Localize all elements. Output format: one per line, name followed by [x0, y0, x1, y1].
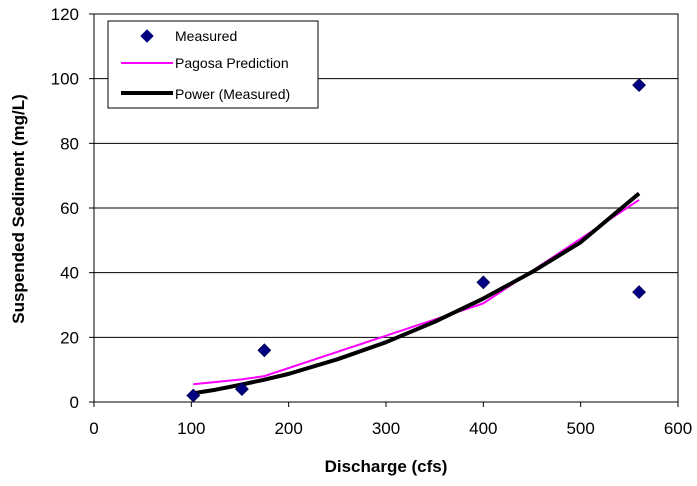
y-tick-label: 40 [60, 264, 79, 283]
x-axis-title: Discharge (cfs) [325, 457, 448, 476]
legend-measured-label: Measured [175, 28, 237, 44]
series-line-pagosa-prediction [193, 199, 640, 386]
legend-measured-marker [140, 29, 154, 43]
series-points [186, 78, 646, 403]
y-tick-label: 100 [51, 70, 79, 89]
y-tick-label: 120 [51, 5, 79, 24]
x-tick-label: 0 [89, 419, 98, 438]
data-point [235, 382, 249, 396]
y-tick-label: 60 [60, 199, 79, 218]
series-line-power-measured [192, 191, 641, 396]
legend: Measured Pagosa Prediction Power (Measur… [107, 20, 319, 109]
data-point [186, 388, 201, 403]
data-point [632, 78, 646, 93]
y-tick-label: 20 [60, 328, 79, 347]
x-tick-label: 600 [664, 419, 692, 438]
x-tick-label: 100 [177, 419, 205, 438]
x-tick-label: 500 [566, 419, 594, 438]
x-tick-label: 200 [274, 419, 302, 438]
data-point [257, 343, 272, 358]
legend-power-label: Power (Measured) [175, 86, 290, 102]
data-point [476, 275, 491, 290]
y-tick-labels: 0 20 40 60 80 100 120 [51, 5, 94, 412]
y-tick-label: 0 [70, 393, 79, 412]
legend-pagosa-label: Pagosa Prediction [175, 55, 289, 71]
y-axis-title: Suspended Sediment (mg/L) [9, 94, 28, 324]
data-point [632, 285, 646, 299]
series-lines [192, 191, 641, 396]
x-tick-label: 400 [469, 419, 497, 438]
y-tick-label: 80 [60, 134, 79, 153]
x-tick-label: 300 [372, 419, 400, 438]
gridlines [94, 78, 678, 338]
x-tick-labels: 0 100 200 300 400 500 600 [89, 402, 692, 438]
